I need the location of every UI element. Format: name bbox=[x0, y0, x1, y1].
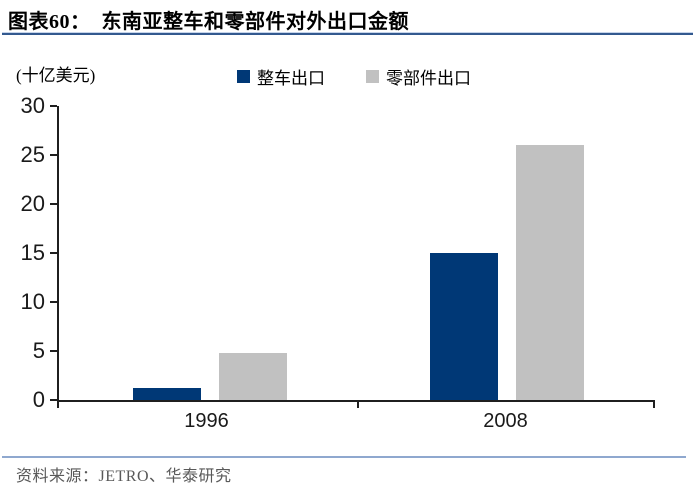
bar-parts-exports-2008 bbox=[516, 145, 584, 400]
y-axis-unit-label: (十亿美元) bbox=[16, 66, 96, 85]
title-divider bbox=[2, 32, 693, 35]
y-tick-label: 10 bbox=[20, 289, 45, 315]
y-tick-label: 15 bbox=[20, 240, 45, 265]
y-axis: 0 5 10 15 20 25 30 bbox=[0, 95, 57, 411]
x-tick-label-1996: 1996 bbox=[184, 410, 229, 432]
x-axis-tick bbox=[653, 400, 655, 408]
y-tick-mark bbox=[50, 301, 57, 304]
bar-group-1996 bbox=[133, 106, 287, 400]
legend-swatch-vehicle-exports bbox=[237, 70, 250, 83]
y-tick-label: 20 bbox=[20, 191, 45, 217]
y-tick-label: 30 bbox=[20, 93, 45, 118]
y-tick-label: 25 bbox=[20, 142, 45, 167]
footer-divider bbox=[2, 456, 686, 458]
bar-vehicle-exports-2008 bbox=[430, 253, 498, 400]
legend-swatch-parts-exports bbox=[366, 70, 379, 83]
y-tick-mark bbox=[50, 252, 57, 254]
bar-vehicle-exports-1996 bbox=[133, 388, 201, 400]
chart-title: 图表60： 东南亚整车和零部件对外出口金额 bbox=[8, 11, 409, 33]
x-axis-tick bbox=[357, 400, 359, 408]
y-tick-label: 5 bbox=[32, 338, 45, 364]
y-tick-mark bbox=[50, 154, 57, 156]
plot-area bbox=[57, 106, 655, 408]
y-tick-mark bbox=[50, 350, 57, 353]
legend-label-parts-exports: 零部件出口 bbox=[386, 69, 471, 88]
y-tick-label: 0 bbox=[32, 387, 45, 412]
source-note: 资料来源：JETRO、华泰研究 bbox=[16, 468, 232, 485]
legend-label-vehicle-exports: 整车出口 bbox=[257, 69, 325, 88]
y-tick-mark bbox=[50, 399, 57, 401]
y-tick-mark bbox=[50, 105, 57, 107]
bar-parts-exports-1996 bbox=[219, 352, 287, 400]
x-tick-label-2008: 2008 bbox=[483, 410, 528, 432]
y-tick-mark bbox=[50, 203, 57, 206]
x-axis-tick bbox=[57, 400, 59, 408]
legend: 整车出口 零部件出口 bbox=[237, 64, 471, 89]
x-axis: 1996 2008 bbox=[57, 410, 655, 436]
bar-group-2008 bbox=[430, 106, 584, 400]
